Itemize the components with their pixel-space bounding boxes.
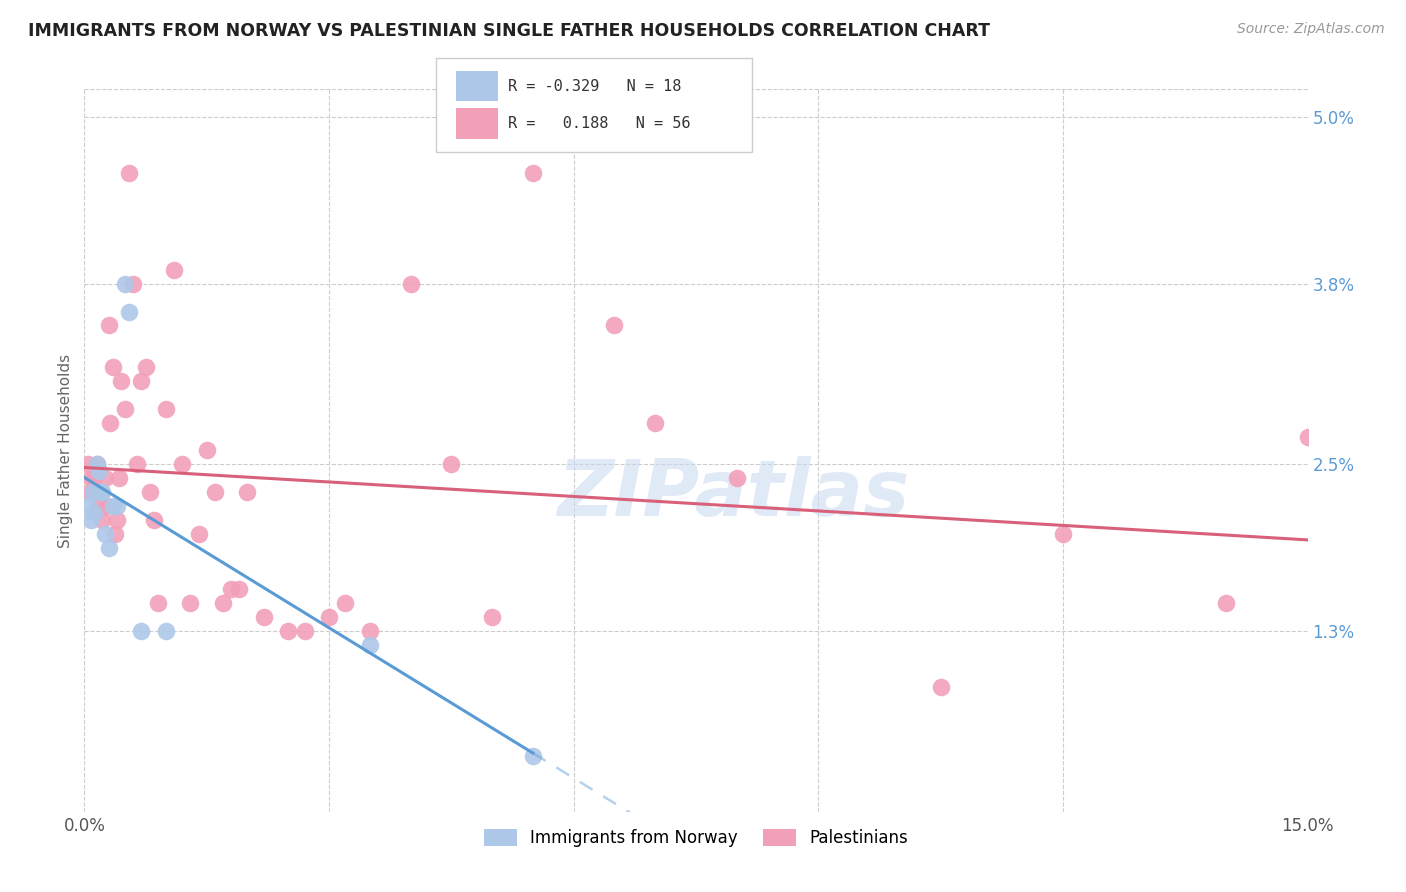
- Point: [118, 304, 141, 318]
- Point: [253, 610, 276, 624]
- Point: [359, 624, 381, 639]
- Y-axis label: Single Father Households: Single Father Households: [58, 353, 73, 548]
- Point: [101, 360, 124, 375]
- Point: [86, 458, 108, 472]
- Text: ZIPatlas: ZIPatlas: [557, 456, 908, 532]
- Text: R = -0.329   N = 18: R = -0.329 N = 18: [508, 78, 681, 94]
- Point: [1215, 596, 1237, 610]
- Point: [335, 596, 357, 610]
- Point: [481, 610, 503, 624]
- Point: [138, 485, 160, 500]
- Point: [204, 485, 226, 500]
- Point: [79, 485, 101, 500]
- Point: [135, 360, 157, 375]
- Point: [127, 458, 149, 472]
- Point: [131, 624, 153, 639]
- Point: [90, 485, 112, 500]
- Point: [228, 582, 250, 597]
- Point: [122, 277, 145, 291]
- Point: [179, 596, 201, 610]
- Point: [105, 513, 128, 527]
- Point: [86, 485, 108, 500]
- Point: [91, 485, 114, 500]
- Point: [82, 485, 104, 500]
- Point: [1052, 526, 1074, 541]
- Point: [80, 471, 103, 485]
- Point: [80, 513, 103, 527]
- Point: [236, 485, 259, 500]
- Point: [82, 485, 104, 500]
- Point: [90, 485, 112, 500]
- Point: [725, 471, 748, 485]
- Point: [603, 318, 626, 333]
- Point: [522, 749, 544, 764]
- Point: [359, 638, 381, 652]
- Point: [110, 374, 132, 388]
- Point: [142, 513, 165, 527]
- Point: [644, 416, 666, 430]
- Point: [103, 526, 125, 541]
- Point: [172, 458, 194, 472]
- Point: [522, 165, 544, 179]
- Point: [93, 471, 115, 485]
- Point: [96, 499, 118, 513]
- Point: [86, 458, 108, 472]
- Point: [318, 610, 340, 624]
- Point: [399, 277, 422, 291]
- Point: [83, 506, 105, 520]
- Point: [105, 499, 128, 513]
- Text: R =   0.188   N = 56: R = 0.188 N = 56: [508, 116, 690, 131]
- Text: Source: ZipAtlas.com: Source: ZipAtlas.com: [1237, 22, 1385, 37]
- Point: [219, 582, 242, 597]
- Point: [93, 526, 115, 541]
- Point: [131, 374, 153, 388]
- Point: [146, 596, 169, 610]
- Point: [107, 471, 129, 485]
- Point: [187, 526, 209, 541]
- Point: [97, 541, 120, 555]
- Point: [163, 262, 186, 277]
- Point: [87, 499, 110, 513]
- Point: [77, 499, 100, 513]
- Point: [277, 624, 299, 639]
- Point: [1296, 429, 1319, 443]
- Legend: Immigrants from Norway, Palestinians: Immigrants from Norway, Palestinians: [477, 822, 915, 854]
- Point: [77, 458, 100, 472]
- Point: [114, 401, 136, 416]
- Point: [440, 458, 463, 472]
- Point: [155, 624, 177, 639]
- Point: [100, 416, 122, 430]
- Point: [929, 680, 952, 694]
- Point: [97, 318, 120, 333]
- Point: [114, 277, 136, 291]
- Point: [87, 464, 110, 478]
- Point: [83, 471, 105, 485]
- Point: [118, 165, 141, 179]
- Text: IMMIGRANTS FROM NORWAY VS PALESTINIAN SINGLE FATHER HOUSEHOLDS CORRELATION CHART: IMMIGRANTS FROM NORWAY VS PALESTINIAN SI…: [28, 22, 990, 40]
- Point: [155, 401, 177, 416]
- Point: [101, 499, 124, 513]
- Point: [294, 624, 316, 639]
- Point: [91, 513, 114, 527]
- Point: [212, 596, 235, 610]
- Point: [195, 443, 218, 458]
